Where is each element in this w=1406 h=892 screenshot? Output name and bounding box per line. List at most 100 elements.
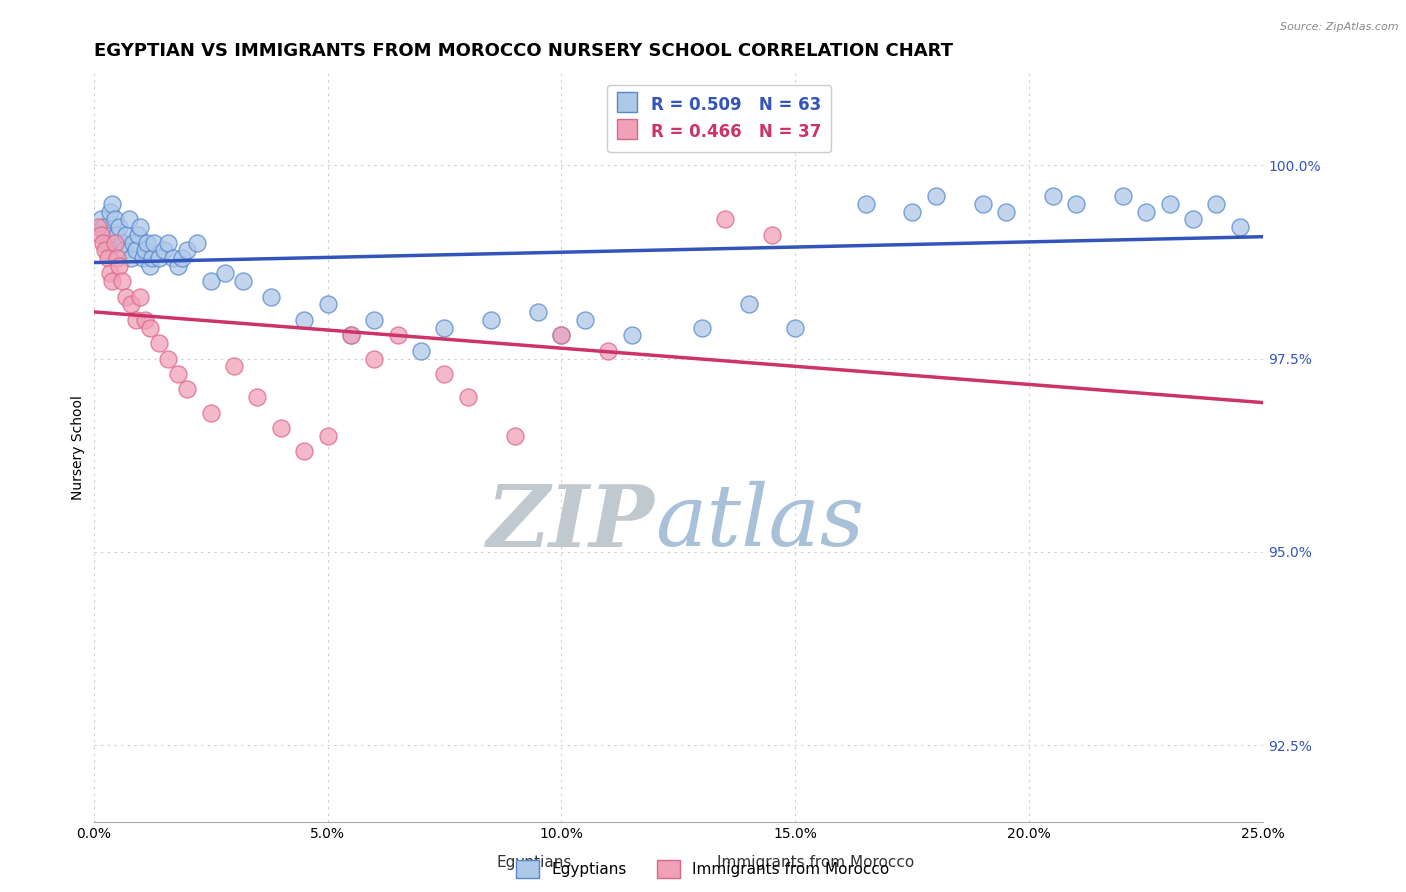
Point xyxy=(176,244,198,258)
Point xyxy=(550,328,572,343)
Point xyxy=(479,313,502,327)
Point xyxy=(134,244,156,258)
Point xyxy=(157,235,180,250)
Point xyxy=(148,336,170,351)
Point xyxy=(620,328,643,343)
Point xyxy=(143,235,166,250)
Point xyxy=(574,313,596,327)
Point xyxy=(550,328,572,343)
Point xyxy=(115,227,138,242)
Point xyxy=(97,251,120,265)
Point xyxy=(1064,197,1087,211)
Point xyxy=(98,204,121,219)
Point xyxy=(1135,204,1157,219)
Point xyxy=(148,251,170,265)
Point xyxy=(1229,220,1251,235)
Point xyxy=(104,235,127,250)
Point xyxy=(138,259,160,273)
Point xyxy=(785,320,807,334)
Point xyxy=(714,212,737,227)
Point xyxy=(214,267,236,281)
Point xyxy=(101,197,124,211)
Point xyxy=(162,251,184,265)
Point xyxy=(120,251,142,265)
Point xyxy=(108,259,131,273)
Point xyxy=(232,274,254,288)
Point xyxy=(925,189,948,203)
Point xyxy=(503,429,526,443)
Point xyxy=(125,313,148,327)
Text: Immigrants from Morocco: Immigrants from Morocco xyxy=(717,855,914,870)
Point xyxy=(761,227,783,242)
Point xyxy=(1042,189,1064,203)
Point xyxy=(855,197,877,211)
Point xyxy=(1112,189,1135,203)
Point xyxy=(129,290,152,304)
Point xyxy=(690,320,713,334)
Point xyxy=(316,429,339,443)
Point xyxy=(363,351,385,366)
Point xyxy=(90,227,112,242)
Point xyxy=(901,204,924,219)
Point xyxy=(129,220,152,235)
Point xyxy=(141,251,163,265)
Point xyxy=(138,320,160,334)
Point xyxy=(157,351,180,366)
Point xyxy=(172,251,194,265)
Point xyxy=(292,444,315,458)
Point xyxy=(87,220,110,235)
Point xyxy=(166,259,188,273)
Point xyxy=(433,320,456,334)
Point xyxy=(152,244,174,258)
Point xyxy=(108,220,131,235)
Point xyxy=(105,227,128,242)
Point xyxy=(246,390,269,404)
Point xyxy=(90,212,112,227)
Point xyxy=(136,235,159,250)
Point xyxy=(98,267,121,281)
Point xyxy=(104,212,127,227)
Point xyxy=(131,251,153,265)
Point xyxy=(120,297,142,311)
Point xyxy=(122,235,145,250)
Point xyxy=(91,220,114,235)
Point xyxy=(125,244,148,258)
Point xyxy=(101,274,124,288)
Point xyxy=(363,313,385,327)
Point xyxy=(134,313,156,327)
Point xyxy=(200,274,222,288)
Point xyxy=(340,328,363,343)
Point xyxy=(1159,197,1181,211)
Point xyxy=(176,383,198,397)
Point xyxy=(112,244,135,258)
Point xyxy=(316,297,339,311)
Y-axis label: Nursery School: Nursery School xyxy=(72,395,86,500)
Point xyxy=(527,305,550,319)
Legend: R = 0.509   N = 63, R = 0.466   N = 37: R = 0.509 N = 63, R = 0.466 N = 37 xyxy=(607,85,831,152)
Point xyxy=(105,251,128,265)
Point xyxy=(260,290,283,304)
Text: EGYPTIAN VS IMMIGRANTS FROM MOROCCO NURSERY SCHOOL CORRELATION CHART: EGYPTIAN VS IMMIGRANTS FROM MOROCCO NURS… xyxy=(94,42,953,60)
Point xyxy=(94,227,117,242)
Text: ZIP: ZIP xyxy=(486,481,655,565)
Point xyxy=(994,204,1017,219)
Point xyxy=(115,290,138,304)
Point xyxy=(737,297,759,311)
Point xyxy=(186,235,208,250)
Point xyxy=(111,235,134,250)
Point xyxy=(97,235,120,250)
Point xyxy=(433,367,456,381)
Point xyxy=(91,235,114,250)
Point xyxy=(292,313,315,327)
Text: Egyptians: Egyptians xyxy=(496,855,572,870)
Point xyxy=(1205,197,1227,211)
Text: atlas: atlas xyxy=(655,481,865,564)
Point xyxy=(387,328,409,343)
Point xyxy=(598,343,620,358)
Point xyxy=(1182,212,1205,227)
Point xyxy=(340,328,363,343)
Point xyxy=(222,359,245,374)
Point xyxy=(270,421,292,435)
Point xyxy=(94,244,117,258)
Point xyxy=(127,227,149,242)
